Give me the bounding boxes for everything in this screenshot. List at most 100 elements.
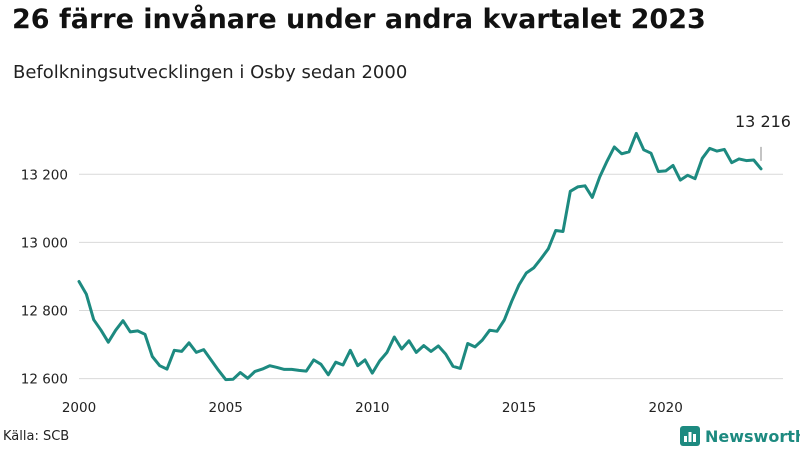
data-point bbox=[251, 367, 259, 375]
data-point bbox=[361, 356, 369, 364]
annotation-label: 13 216 bbox=[735, 112, 791, 131]
data-point bbox=[112, 326, 120, 334]
data-point bbox=[750, 156, 758, 164]
data-point bbox=[178, 347, 186, 355]
data-point bbox=[603, 157, 611, 165]
data-point bbox=[625, 148, 633, 156]
data-point bbox=[669, 161, 677, 169]
data-point bbox=[596, 173, 604, 181]
data-point bbox=[148, 352, 156, 360]
data-point bbox=[354, 362, 362, 370]
y-axis-tick-labels: 12 600 12 800 13 000 13 200 bbox=[21, 167, 68, 387]
data-point bbox=[134, 327, 142, 335]
data-point bbox=[82, 290, 90, 298]
data-point bbox=[229, 375, 237, 383]
data-point bbox=[295, 366, 303, 374]
chart-subtitle: Befolkningsutvecklingen i Osby sedan 200… bbox=[13, 62, 408, 83]
data-point bbox=[222, 376, 230, 384]
data-point bbox=[537, 255, 545, 263]
data-point bbox=[163, 365, 171, 373]
data-point bbox=[720, 145, 728, 153]
y-tick-label-12800: 12 800 bbox=[21, 303, 68, 319]
data-point bbox=[676, 176, 684, 184]
data-point bbox=[508, 297, 516, 305]
data-point bbox=[90, 316, 98, 324]
data-point bbox=[288, 365, 296, 373]
data-point bbox=[412, 348, 420, 356]
data-point bbox=[728, 159, 736, 167]
data-point bbox=[449, 362, 457, 370]
data-point bbox=[522, 269, 530, 277]
source-note: Källa: SCB bbox=[3, 429, 70, 444]
data-point bbox=[192, 348, 200, 356]
data-point bbox=[654, 168, 662, 176]
data-point bbox=[456, 364, 464, 372]
data-point bbox=[698, 154, 706, 162]
data-point bbox=[610, 143, 618, 151]
data-point bbox=[207, 356, 215, 364]
data-point bbox=[280, 365, 288, 373]
bar-chart-logo-icon bbox=[680, 426, 700, 446]
data-point bbox=[478, 336, 486, 344]
data-point bbox=[559, 227, 567, 235]
data-point bbox=[104, 338, 112, 346]
data-point bbox=[368, 369, 376, 377]
data-point bbox=[544, 245, 552, 253]
data-point bbox=[266, 362, 274, 370]
data-point bbox=[574, 183, 582, 191]
data-point bbox=[515, 281, 523, 289]
data-point bbox=[640, 146, 648, 154]
x-tick-label-2000: 2000 bbox=[62, 400, 96, 416]
x-axis-tick-labels: 2000 2005 2010 2015 2020 bbox=[62, 400, 683, 416]
data-point bbox=[684, 171, 692, 179]
chart-title: 26 färre invånare under andra kvartalet … bbox=[12, 4, 706, 35]
data-point bbox=[706, 144, 714, 152]
x-tick-label-2010: 2010 bbox=[355, 400, 389, 416]
data-point bbox=[236, 368, 244, 376]
data-point bbox=[588, 193, 596, 201]
data-point bbox=[126, 328, 134, 336]
data-point bbox=[618, 150, 626, 158]
data-point bbox=[185, 339, 193, 347]
data-point bbox=[757, 165, 765, 173]
data-point bbox=[552, 226, 560, 234]
data-point bbox=[244, 374, 252, 382]
data-point bbox=[420, 342, 428, 350]
x-tick-label-2020: 2020 bbox=[648, 400, 682, 416]
data-point bbox=[214, 366, 222, 374]
data-point bbox=[390, 333, 398, 341]
data-point bbox=[156, 362, 164, 370]
data-point bbox=[434, 342, 442, 350]
data-point bbox=[141, 330, 149, 338]
gridlines bbox=[79, 173, 783, 380]
series-line-0 bbox=[77, 131, 763, 382]
data-point bbox=[376, 357, 384, 365]
data-point bbox=[442, 350, 450, 358]
series-layer bbox=[75, 131, 765, 384]
data-point bbox=[647, 149, 655, 157]
data-point bbox=[75, 278, 83, 286]
y-tick-label-13200: 13 200 bbox=[21, 167, 68, 183]
data-point bbox=[346, 346, 354, 354]
data-point bbox=[691, 175, 699, 183]
data-point bbox=[662, 167, 670, 175]
data-point bbox=[339, 361, 347, 369]
data-point bbox=[405, 337, 413, 345]
brand-name: Newsworthy bbox=[705, 426, 800, 446]
y-tick-label-12600: 12 600 bbox=[21, 372, 68, 388]
data-point bbox=[332, 358, 340, 366]
data-point bbox=[566, 187, 574, 195]
data-point bbox=[500, 316, 508, 324]
data-point bbox=[258, 365, 266, 373]
data-point bbox=[471, 343, 479, 351]
data-point bbox=[310, 356, 318, 364]
data-point bbox=[200, 346, 208, 354]
data-point bbox=[302, 367, 310, 375]
data-point bbox=[97, 326, 105, 334]
data-point bbox=[427, 347, 435, 355]
data-point bbox=[742, 157, 750, 165]
data-point bbox=[464, 340, 472, 348]
data-point bbox=[273, 363, 281, 371]
data-point bbox=[530, 264, 538, 272]
brand-logo[interactable]: Newsworthy bbox=[680, 426, 800, 446]
